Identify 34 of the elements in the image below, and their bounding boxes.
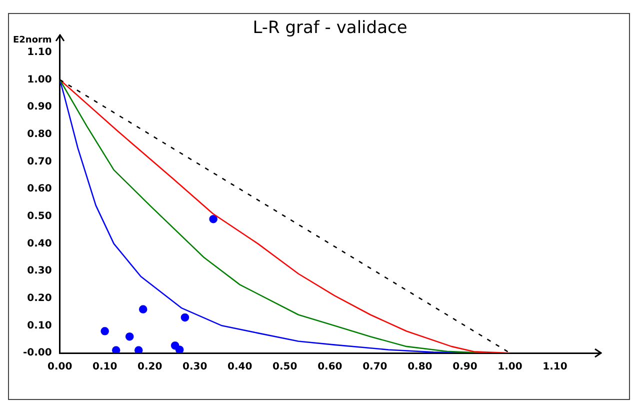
y-tick-label: -0.00 [22,348,52,359]
point [209,214,218,224]
y-tick-label: 1.10 [27,46,52,58]
y-tick-label: 0.30 [27,266,52,277]
point [134,346,143,353]
y-tick-label: 0.60 [27,184,52,195]
y-tick-label: 0.20 [27,292,52,304]
x-tick-label: 0.10 [92,362,118,373]
y-tick-label: 0.50 [27,210,52,222]
y-axis-title: E2norm [12,35,52,46]
point [175,346,184,353]
point [100,326,109,336]
y-tick-label: 0.90 [27,102,52,113]
x-tick-label: 0.80 [408,362,432,373]
x-tick-label: 0.40 [228,362,252,373]
y-tick-label: 0.40 [27,238,52,250]
x-tick-label: 0.70 [362,362,388,373]
y-tick-label: 0.10 [27,320,52,332]
x-tick-label: 1.00 [498,362,522,373]
x-tick-label: 0.50 [272,362,298,373]
point [180,313,190,322]
y-tick-label: 0.80 [27,128,52,140]
y-tick-label: 1.00 [27,74,52,86]
x-tick-label: 0.30 [182,362,208,373]
point [138,305,148,314]
x-tick-label: 0.90 [452,362,478,373]
point [125,332,134,341]
x-tick-label: 0.00 [47,362,72,373]
point [112,346,120,353]
x-tick-label: 0.20 [138,362,162,373]
y-tick-label: 0.70 [27,156,52,168]
chart-title: L-R graf - validace [252,18,408,38]
x-tick-label: 0.60 [318,362,342,373]
x-tick-label: 1.10 [542,362,568,373]
